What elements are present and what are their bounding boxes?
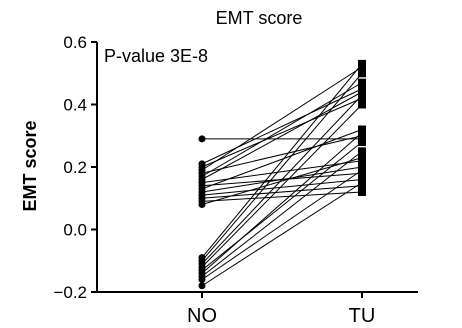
pair-line <box>201 169 363 280</box>
tu-marker <box>358 153 366 162</box>
pair-line <box>201 191 363 202</box>
pair-line <box>201 182 363 287</box>
tu-marker <box>358 100 366 109</box>
chart-title: EMT score <box>216 8 303 28</box>
no-marker <box>198 135 206 143</box>
axes: −0.2 0.0 0.2 0.4 0.6 NO TU <box>53 33 418 327</box>
pair-lines <box>201 63 363 287</box>
y-tick-label: 0.0 <box>63 221 87 240</box>
pair-line <box>201 104 363 268</box>
pair-line <box>201 66 363 171</box>
tu-marker <box>358 188 366 196</box>
markers <box>198 59 366 290</box>
pair-line <box>201 141 363 271</box>
y-tick-label: 0.2 <box>63 158 87 177</box>
tu-marker <box>358 69 366 78</box>
pair-line <box>201 97 363 168</box>
pair-line <box>201 150 363 277</box>
pair-line <box>201 88 363 165</box>
no-marker <box>198 282 206 290</box>
y-tick-label: 0.4 <box>63 96 87 115</box>
y-tick-label: −0.2 <box>53 283 87 302</box>
pair-line <box>201 129 363 190</box>
pair-line <box>201 72 363 262</box>
tu-marker <box>358 178 366 187</box>
tu-marker <box>358 59 366 68</box>
y-axis-label: EMT score <box>20 120 40 211</box>
x-tick-label: TU <box>349 305 376 327</box>
p-value-annotation: P-value 3E-8 <box>104 46 208 66</box>
tu-marker <box>358 91 366 100</box>
tu-marker <box>358 128 366 137</box>
tu-marker <box>358 166 366 175</box>
tu-marker <box>358 138 366 146</box>
pair-line <box>201 157 363 205</box>
no-marker <box>198 276 206 283</box>
tu-marker <box>358 78 366 87</box>
pair-line <box>201 132 363 274</box>
pair-line <box>201 94 363 265</box>
pair-line <box>201 63 363 258</box>
no-marker <box>198 201 206 208</box>
y-tick-label: 0.6 <box>63 33 87 52</box>
x-tick-label: NO <box>187 305 217 327</box>
pair-line <box>201 91 363 180</box>
pair-line <box>201 82 363 177</box>
pair-line <box>201 135 363 174</box>
pair-line <box>201 179 363 196</box>
tu-marker <box>358 147 366 156</box>
